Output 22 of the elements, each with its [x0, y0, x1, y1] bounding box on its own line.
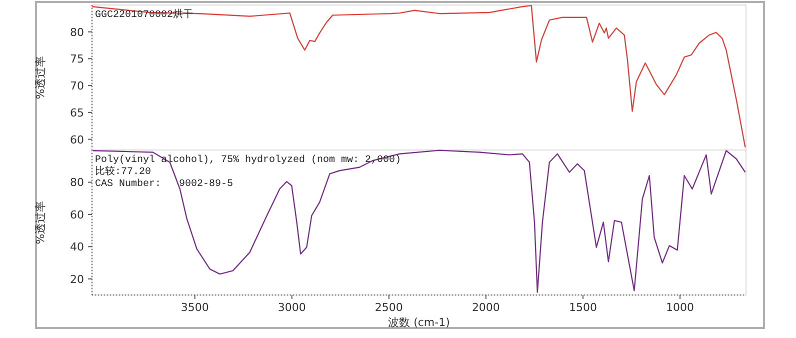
x-tick-label: 1500: [568, 301, 597, 314]
x-tick-label: 1000: [666, 301, 694, 314]
annotation: CAS Number: 9002-89-5: [95, 178, 234, 190]
y-axis-title: %透过率: [34, 56, 47, 100]
y-tick-label: 60: [70, 208, 84, 222]
annotation: 比较:77.20: [95, 165, 152, 178]
y-tick-label: 60: [70, 133, 84, 146]
line-series: [92, 150, 746, 293]
x-tick-label: 3500: [180, 301, 209, 314]
line-series: [91, 4, 746, 148]
y-tick-label: 65: [70, 106, 84, 120]
x-tick-label: 3000: [278, 301, 306, 314]
y-axis-title: %透过率: [34, 200, 47, 244]
y-tick-label: 20: [70, 272, 84, 286]
x-axis-title: 波数 (cm-1): [388, 316, 450, 329]
x-tick-label: 2500: [374, 301, 403, 314]
y-tick-label: 80: [70, 176, 84, 190]
x-tick-label: 2000: [472, 301, 500, 314]
y-tick-label: 70: [70, 80, 84, 93]
y-tick-label: 80: [70, 26, 84, 39]
y-tick-label: 75: [70, 52, 84, 66]
y-tick-label: 40: [70, 240, 84, 254]
